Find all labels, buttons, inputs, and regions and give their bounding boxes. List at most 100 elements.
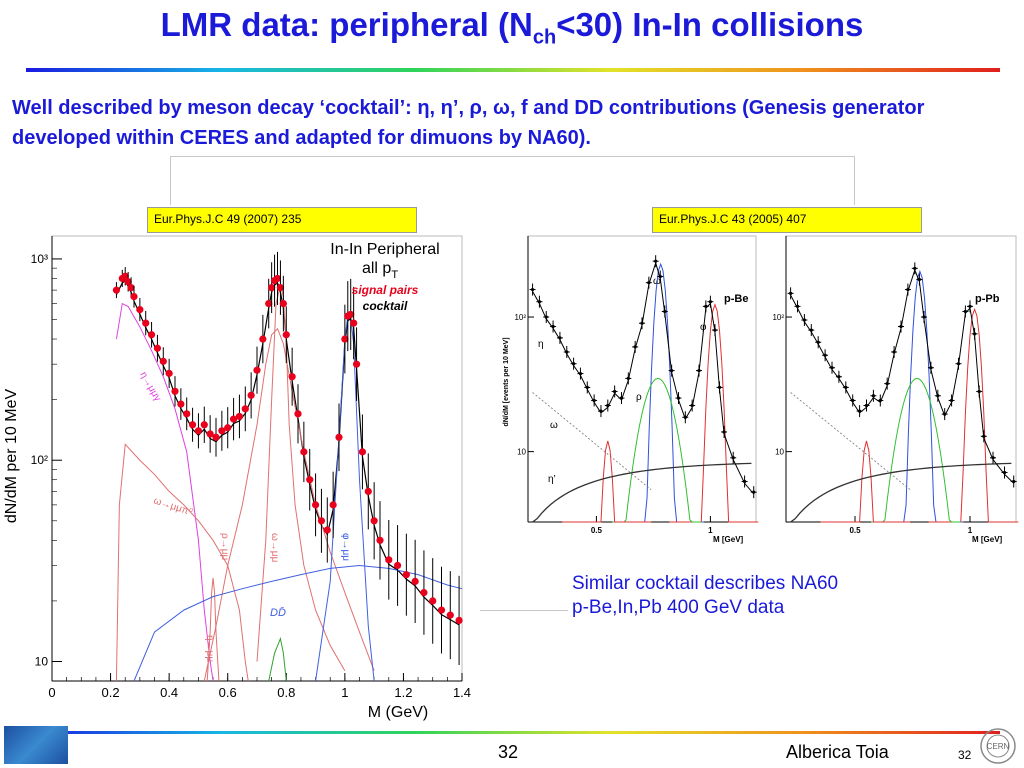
legend-signal-pairs: signal pairs [352, 283, 419, 297]
signal-point [323, 526, 331, 534]
p-pb-chart: 0.5 1 10 10² p-Pb M [GeV] [772, 235, 1019, 544]
data-point [864, 403, 869, 408]
data-point [977, 389, 981, 394]
x-tick-label: 0.5 [849, 526, 861, 535]
p-be-x-axis-label: M [GeV] [713, 535, 744, 544]
series-dd [133, 564, 463, 682]
p-pb-x-axis-label: M [GeV] [972, 535, 1003, 544]
data-point [991, 456, 995, 460]
eta-peak-curve [562, 440, 652, 523]
p-be-chart: 0.5 1 10 10² p-Be M [GeV] dN/dM [events per… [503, 235, 759, 544]
in-in-data-points [112, 251, 463, 666]
data-point [606, 403, 610, 408]
x-tick-label: 1 [968, 526, 973, 535]
signal-point [347, 310, 355, 319]
title-rest: <30) In-In collisions [556, 6, 864, 43]
series-series [268, 636, 287, 682]
signal-point [183, 410, 191, 418]
page-title: LMR data: peripheral (Nch<30) In-In coll… [0, 6, 1024, 50]
signal-point [159, 357, 167, 365]
signal-point [206, 430, 214, 438]
signal-point [364, 487, 372, 495]
data-point [544, 315, 548, 319]
signal-point [142, 319, 150, 327]
x-tick-label: 0.5 [591, 526, 603, 535]
x-tick-label: 1.2 [394, 685, 412, 700]
signal-point [112, 286, 121, 294]
signal-point [376, 536, 384, 544]
in-in-chart-subtitle: all pT [362, 260, 398, 281]
signal-point [446, 611, 454, 619]
p-be-label: p-Be [724, 293, 748, 305]
signal-point [153, 344, 162, 352]
series-series [203, 327, 375, 682]
data-point [906, 287, 910, 292]
data-point [837, 375, 841, 379]
data-point [913, 266, 917, 270]
annotation-phi: φ→μμ [340, 533, 351, 561]
data-point [640, 321, 644, 325]
signal-point [311, 501, 320, 509]
data-point [823, 353, 827, 357]
x-tick-label: 0.8 [277, 685, 295, 700]
signal-point [411, 577, 419, 585]
cern-logo-icon: CERN [980, 728, 1016, 764]
signal-point [437, 606, 446, 614]
data-point [565, 350, 569, 354]
data-point [572, 362, 576, 366]
data-point [613, 389, 617, 394]
data-point [537, 300, 541, 304]
continuum-curve [790, 462, 1012, 523]
footer-page-number: 32 [498, 742, 519, 762]
data-point [658, 274, 662, 279]
p-be-annotation-omega: ω [653, 276, 661, 287]
signal-point [212, 433, 220, 441]
signal-point [177, 400, 185, 408]
signal-point [335, 433, 343, 441]
signal-point [288, 373, 296, 381]
p-be-annotation-eta: η [538, 339, 544, 350]
data-point [713, 328, 717, 332]
footer-page-number-small: 32 [958, 748, 972, 762]
p-be-annotation-eta-prime: η’ [548, 474, 556, 485]
signal-point [130, 292, 138, 301]
p-pb-plot-area [785, 235, 1017, 523]
data-point [871, 394, 875, 398]
in-in-plot-area [51, 235, 463, 682]
footer-divider [26, 731, 1000, 734]
p-pb-label: p-Pb [975, 293, 1000, 305]
data-point [844, 385, 848, 390]
dalitz-curve [790, 392, 911, 491]
rho-curve [871, 377, 961, 523]
data-point [885, 382, 889, 386]
data-point [968, 304, 972, 308]
svg-text:CERN: CERN [987, 742, 1010, 751]
signal-point [171, 387, 179, 395]
data-point [654, 259, 658, 263]
dalitz-curve [532, 392, 652, 491]
in-in-chart: 0 0.2 0.4 0.6 0.8 1 1.2 1.4 10 10² 10³ In-In Perip… [3, 235, 471, 721]
signal-point [402, 571, 410, 579]
data-point [802, 318, 806, 322]
title-main: LMR data: peripheral (N [160, 6, 533, 43]
data-point [599, 409, 603, 413]
footer-author: Alberica Toia [786, 742, 889, 762]
data-point [878, 398, 882, 403]
note-text: Similar cocktail describes NA60 p-Be,In,… [572, 572, 838, 620]
data-point [982, 434, 986, 438]
signal-point [385, 556, 393, 564]
signal-point [124, 278, 132, 286]
signal-point [200, 421, 208, 429]
data-point [708, 300, 712, 304]
data-point [917, 277, 921, 282]
in-in-y-axis-label: dN/dM per 10 MeV [3, 389, 20, 524]
data-point [858, 409, 862, 413]
in-in-chart-title: In-In Peripheral [330, 241, 439, 258]
data-point [956, 362, 961, 366]
signal-point [188, 421, 197, 429]
y-tick-label: 10² [772, 313, 784, 322]
x-tick-label: 0.4 [160, 685, 178, 700]
signal-point [224, 424, 232, 432]
signal-point [420, 588, 428, 597]
signal-point [429, 597, 437, 605]
